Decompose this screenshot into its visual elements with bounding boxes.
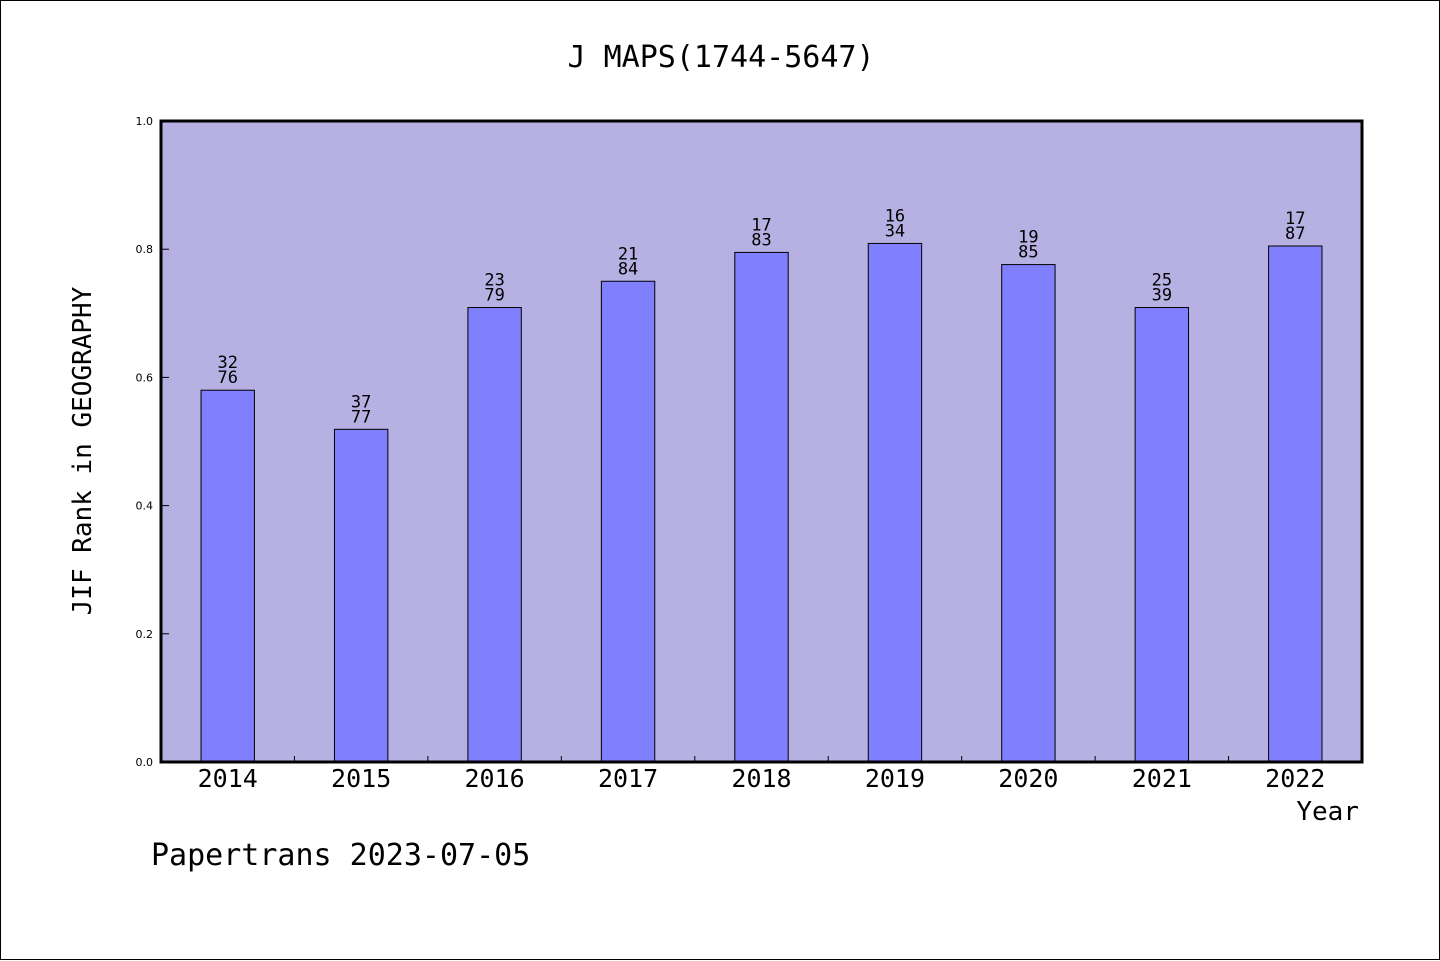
bar-2018	[734, 251, 789, 763]
bars-layer	[200, 242, 1323, 763]
bar-label-bottom-2015: 77	[351, 407, 371, 427]
x-tick-label-2019: 2019	[865, 764, 925, 793]
y-axis-label: JIF Rank in GEOGRAPHY	[68, 286, 98, 615]
bar-label-top-2018: 17	[751, 215, 771, 235]
y-tick-label-0.6: 0.6	[136, 371, 154, 384]
x-axis-label: Year	[1296, 797, 1359, 827]
bar-label-top-2019: 16	[885, 206, 905, 226]
y-axis: 0.0 0.2 0.4 0.6 0.8 1.0	[136, 115, 169, 769]
x-tick-label-2020: 2020	[998, 764, 1058, 793]
bar-label-bottom-2020: 85	[1018, 243, 1038, 263]
y-tick-label-1.0: 1.0	[136, 115, 154, 128]
bar-2020	[1001, 264, 1056, 763]
x-tick-label-2015: 2015	[331, 764, 391, 793]
bar-2019	[867, 242, 923, 763]
bar-label-bottom-2021: 39	[1152, 286, 1172, 306]
x-tick-label-2016: 2016	[465, 764, 525, 793]
footer-text: Papertrans 2023-07-05	[151, 838, 530, 873]
bar-label-bottom-2014: 76	[217, 368, 237, 388]
bar-2021	[1134, 307, 1190, 763]
bar-label-bottom-2017: 84	[618, 259, 638, 279]
y-tick-label-0.4: 0.4	[136, 500, 154, 513]
y-tick-label-0.8: 0.8	[136, 243, 154, 256]
bar-2017	[600, 280, 656, 763]
bar-label-top-2020: 19	[1018, 228, 1038, 248]
x-axis: 2014 2015 2016 2017 2018 2019 2020 2021 2022	[198, 756, 1325, 793]
chart-title: J MAPS(1744-5647)	[567, 40, 874, 75]
x-tick-label-2022: 2022	[1265, 764, 1325, 793]
bar-label-top-2014: 32	[217, 353, 237, 373]
bar-2015	[333, 428, 389, 763]
bar-label-top-2017: 21	[618, 244, 638, 264]
bar-label-bottom-2018: 83	[751, 230, 771, 250]
y-tick-label-0.0: 0.0	[136, 756, 154, 769]
bar-label-bottom-2019: 34	[885, 221, 905, 241]
bar-label-top-2015: 37	[351, 392, 371, 412]
x-tick-label-2017: 2017	[598, 764, 658, 793]
plot-border	[159, 119, 1364, 764]
bar-label-bottom-2022: 87	[1285, 224, 1305, 244]
bar-2022	[1268, 245, 1323, 763]
x-tick-label-2018: 2018	[731, 764, 791, 793]
bar-label-bottom-2016: 79	[484, 286, 504, 306]
y-tick-label-0.2: 0.2	[136, 628, 154, 641]
x-tick-label-2014: 2014	[198, 764, 258, 793]
bar-label-top-2021: 25	[1152, 271, 1172, 291]
bar-label-top-2016: 23	[484, 271, 504, 291]
bar-2014	[200, 389, 255, 763]
bar-label-top-2022: 17	[1285, 209, 1305, 229]
bar-2016	[467, 307, 522, 763]
x-tick-label-2021: 2021	[1132, 764, 1192, 793]
